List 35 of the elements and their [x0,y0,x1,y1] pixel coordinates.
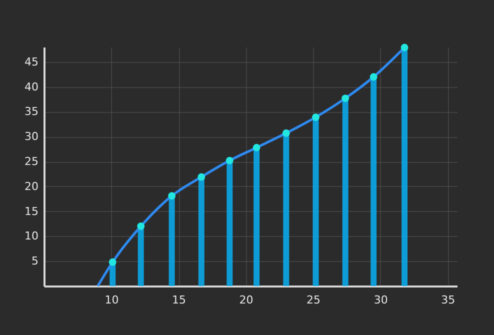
y-tick-label: 35 [24,105,38,118]
point [168,192,176,200]
x-tick-label: 25 [306,294,321,306]
point [400,44,408,52]
y-tick-label: 10 [24,230,38,243]
x-tick-label: 20 [239,294,254,306]
point [370,73,378,81]
bar [342,98,348,286]
bar [226,160,233,286]
point [226,156,234,164]
y-tick-label: 30 [24,130,38,144]
point [108,258,116,266]
x-tick-label: 10 [104,294,119,306]
y-tick-label: 15 [24,204,38,218]
bar [312,117,319,286]
point [198,173,206,181]
y-tick-label: 5 [32,254,38,268]
bar [138,226,144,286]
y-tick-label: 20 [24,180,38,193]
bar [370,76,377,286]
x-tick-label: 30 [374,294,388,306]
bar [168,196,175,286]
point [312,114,320,121]
x-tick-label: 15 [172,294,186,306]
bar [402,48,408,286]
point [282,129,290,137]
bar [254,148,260,286]
x-tick-label: 35 [441,294,456,306]
y-tick-label: 25 [24,155,38,168]
point [252,144,260,152]
bar [283,133,290,286]
point [342,94,350,102]
y-tick-label: 45 [24,55,38,68]
y-tick-label: 40 [24,80,38,94]
point [137,222,145,230]
